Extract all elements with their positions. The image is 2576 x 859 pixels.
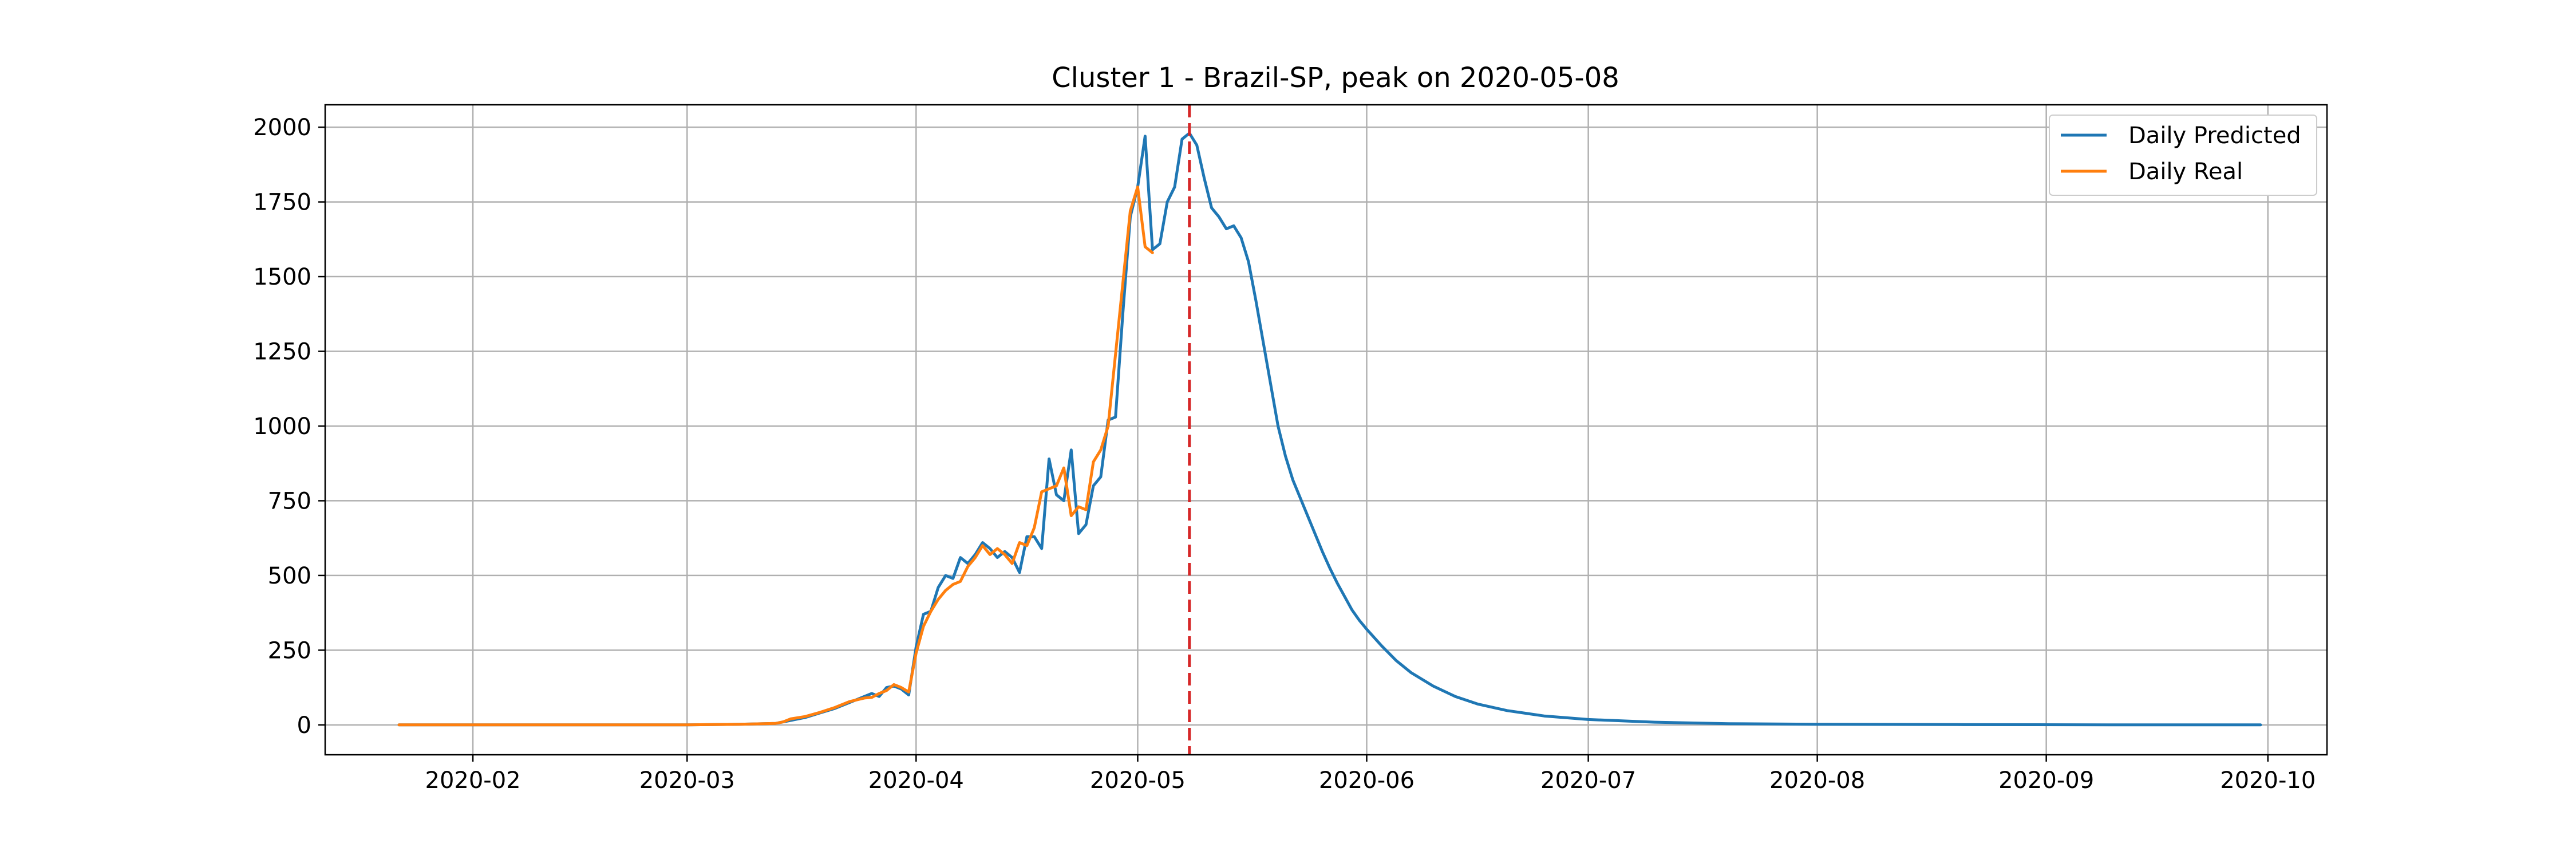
y-tick-label: 1250	[253, 339, 311, 365]
chart-title: Cluster 1 - Brazil-SP, peak on 2020-05-0…	[1052, 62, 1619, 94]
x-tick-label: 2020-08	[1769, 767, 1865, 794]
x-tick-label: 2020-10	[2220, 767, 2316, 794]
y-tick-label: 1500	[253, 264, 311, 290]
y-tick-label: 250	[268, 637, 311, 664]
y-tick-label: 500	[268, 563, 311, 589]
legend-label-daily-real: Daily Real	[2128, 159, 2243, 185]
y-ticks-layer: 0 250 500 750 1000 1250 1500 1750 2000	[253, 115, 325, 739]
x-tick-label: 2020-09	[1998, 767, 2094, 794]
y-tick-label: 1750	[253, 190, 311, 216]
plot-area-frame	[324, 104, 2328, 756]
x-tick-label: 2020-07	[1540, 767, 1636, 794]
x-tick-label: 2020-05	[1090, 767, 1186, 794]
y-tick-label: 750	[268, 488, 311, 514]
legend: Daily Predicted Daily Real	[2049, 115, 2317, 196]
y-tick-label: 1000	[253, 413, 311, 440]
x-tick-label: 2020-04	[868, 767, 964, 794]
series-layer	[397, 132, 2262, 727]
legend-label-daily-predicted: Daily Predicted	[2128, 123, 2301, 149]
y-tick-label: 0	[297, 712, 311, 739]
legend-box	[2049, 115, 2317, 196]
y-tick-label: 2000	[253, 115, 311, 141]
x-tick-label: 2020-03	[639, 767, 735, 794]
x-tick-label: 2020-02	[425, 767, 521, 794]
series-line-daily-real	[397, 186, 1154, 727]
x-ticks-layer: 2020-02 2020-03 2020-04 2020-05 2020-06 2020-…	[425, 755, 2316, 794]
x-tick-label: 2020-06	[1319, 767, 1415, 794]
